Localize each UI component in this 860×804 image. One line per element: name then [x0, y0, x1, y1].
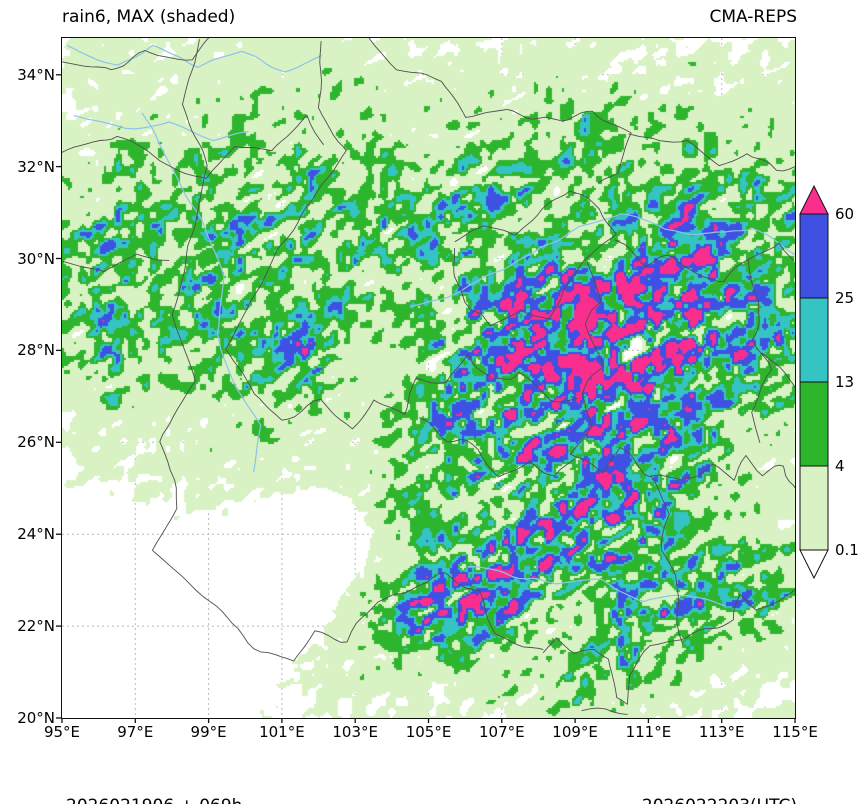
province-boundary [62, 114, 324, 179]
colorbar-label: 13 [835, 373, 854, 391]
province-boundary [748, 259, 772, 443]
province-boundary [761, 352, 795, 388]
province-boundary [419, 416, 575, 478]
province-boundary [151, 39, 544, 662]
colorbar-segment [799, 381, 829, 467]
colorbar-label: 60 [835, 205, 854, 223]
precipitation-shading-canvas [62, 38, 795, 718]
lon-tick-label: 113°E [698, 723, 745, 741]
province-boundary [62, 253, 170, 273]
colorbar-label: 0.1 [835, 541, 859, 559]
colorbar-label: 4 [835, 457, 845, 475]
footer-init-times: 2026021906 + 069h 2026021914 + 069h [66, 741, 242, 804]
footer-valid-times: 2026022203(UTC) 2026022211(CST) [642, 741, 797, 804]
lon-tick-label: 115°E [772, 723, 818, 741]
lon-tick-label: 109°E [552, 723, 598, 741]
model-name: CMA-REPS [709, 7, 797, 27]
province-boundary [628, 133, 795, 172]
province-boundary [650, 475, 683, 644]
colorbar-segment [799, 465, 829, 551]
river-line [66, 44, 323, 73]
lat-tick-label: 24°N [17, 525, 55, 544]
province-boundary [581, 707, 628, 715]
lon-tick-label: 99°E [190, 723, 227, 741]
lon-tick-label: 107°E [478, 723, 525, 741]
lat-tick-label: 32°N [17, 157, 55, 176]
lon-tick-label: 95°E [43, 723, 81, 741]
river-line [467, 566, 726, 607]
province-boundary [614, 239, 795, 283]
river-line [141, 112, 262, 473]
colorbar-segment [799, 297, 829, 383]
lat-tick-label: 22°N [17, 617, 55, 636]
province-boundary [368, 38, 632, 184]
province-boundaries-and-rivers [62, 38, 795, 715]
colorbar-under-arrow [799, 549, 829, 580]
province-boundary [569, 262, 795, 489]
lat-tick-label: 34°N [17, 65, 55, 84]
river-line [409, 213, 795, 308]
lat-tick-label: 28°N [17, 341, 55, 360]
lat-tick-label: 30°N [17, 249, 55, 268]
init-time-utc: 2026021906 + 069h [66, 793, 242, 804]
province-boundary [453, 190, 617, 327]
province-boundary [62, 38, 210, 71]
valid-time-utc: 2026022203(UTC) [642, 793, 797, 804]
lon-tick-label: 105°E [405, 723, 452, 741]
colorbar-over-arrow [799, 184, 829, 215]
river-line [73, 115, 249, 142]
lon-tick-label: 101°E [259, 723, 305, 741]
colorbar-segment [799, 213, 829, 299]
plot-title: rain6, MAX (shaded) [62, 7, 236, 27]
lon-tick-label: 97°E [117, 723, 154, 741]
province-boundary [542, 588, 795, 705]
lon-tick-label: 103°E [332, 723, 378, 741]
province-boundary [225, 41, 579, 430]
colorbar-label: 25 [835, 289, 854, 307]
lon-tick-label: 111°E [625, 723, 672, 741]
lat-tick-label: 20°N [17, 709, 55, 727]
lat-tick-label: 26°N [17, 433, 55, 452]
